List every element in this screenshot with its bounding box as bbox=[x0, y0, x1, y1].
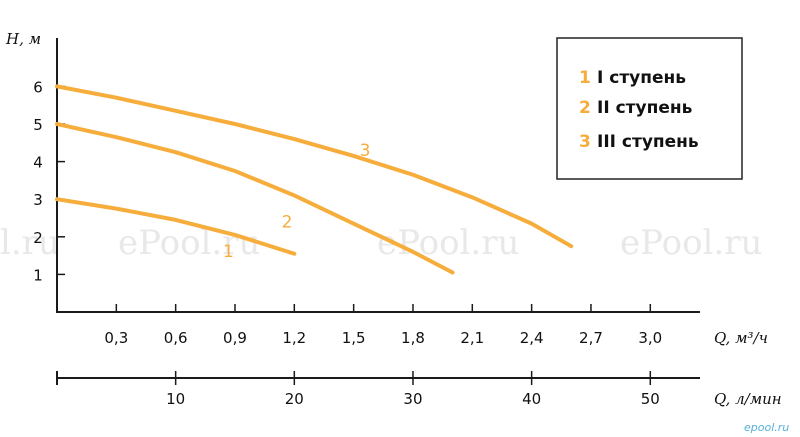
watermark-1: l.ru bbox=[0, 223, 60, 263]
curve-stage-3 bbox=[55, 84, 574, 249]
footer-logo-text: epool.ru bbox=[744, 421, 789, 434]
x2-tick-label: 30 bbox=[403, 390, 422, 408]
y-tick-label: 2 bbox=[33, 229, 43, 247]
x2-tick-label: 50 bbox=[641, 390, 660, 408]
y-tick-label: 3 bbox=[33, 191, 43, 209]
x2-axis-label: Q, л/мин bbox=[714, 390, 782, 408]
x-tick-label: 2,1 bbox=[460, 329, 484, 347]
y-axis-label: H, м bbox=[5, 30, 41, 48]
legend-entry-3: III ступень bbox=[597, 132, 699, 152]
legend-entry-2: II ступень bbox=[597, 98, 692, 118]
x-tick-label: 2,7 bbox=[579, 329, 603, 347]
x-tick-label: 0,3 bbox=[104, 329, 128, 347]
curve-label-3: 3 bbox=[360, 141, 371, 161]
legend-num-3: 3 bbox=[579, 132, 591, 152]
curve-stage-1 bbox=[55, 197, 297, 256]
x-tick-label: 1,8 bbox=[401, 329, 425, 347]
legend: 1 I ступень 2 II ступень 3 III ступень bbox=[556, 37, 743, 180]
watermark-2: ePool.ru bbox=[118, 223, 260, 263]
watermark-3: ePool.ru bbox=[377, 223, 519, 263]
curve-stage-2 bbox=[55, 122, 455, 275]
legend-box bbox=[556, 37, 743, 180]
x-tick-label: 1,5 bbox=[342, 329, 366, 347]
legend-entry-1: I ступень bbox=[597, 68, 686, 88]
x2-tick-label: 10 bbox=[166, 390, 185, 408]
x2-tick-label: 20 bbox=[285, 390, 304, 408]
y-tick-label: 5 bbox=[33, 116, 43, 134]
x-tick-label: 3,0 bbox=[638, 329, 662, 347]
x-tick-label: 2,4 bbox=[520, 329, 544, 347]
watermark-4: ePool.ru bbox=[620, 223, 762, 263]
x-tick-label: 0,6 bbox=[164, 329, 188, 347]
legend-num-1: 1 bbox=[579, 68, 591, 88]
x-axis-label: Q, м³/ч bbox=[714, 329, 768, 347]
y-tick-label: 1 bbox=[33, 266, 43, 284]
x2-tick-label: 40 bbox=[522, 390, 541, 408]
curve-label-2: 2 bbox=[282, 213, 293, 233]
x-tick-label: 1,2 bbox=[282, 329, 306, 347]
x-tick-label: 0,9 bbox=[223, 329, 247, 347]
y-tick-label: 6 bbox=[33, 78, 43, 96]
y-tick-label: 4 bbox=[33, 154, 43, 172]
curve-label-1: 1 bbox=[223, 242, 234, 262]
watermark-group: l.ru ePool.ru ePool.ru ePool.ru bbox=[0, 223, 762, 263]
legend-num-2: 2 bbox=[579, 98, 591, 118]
